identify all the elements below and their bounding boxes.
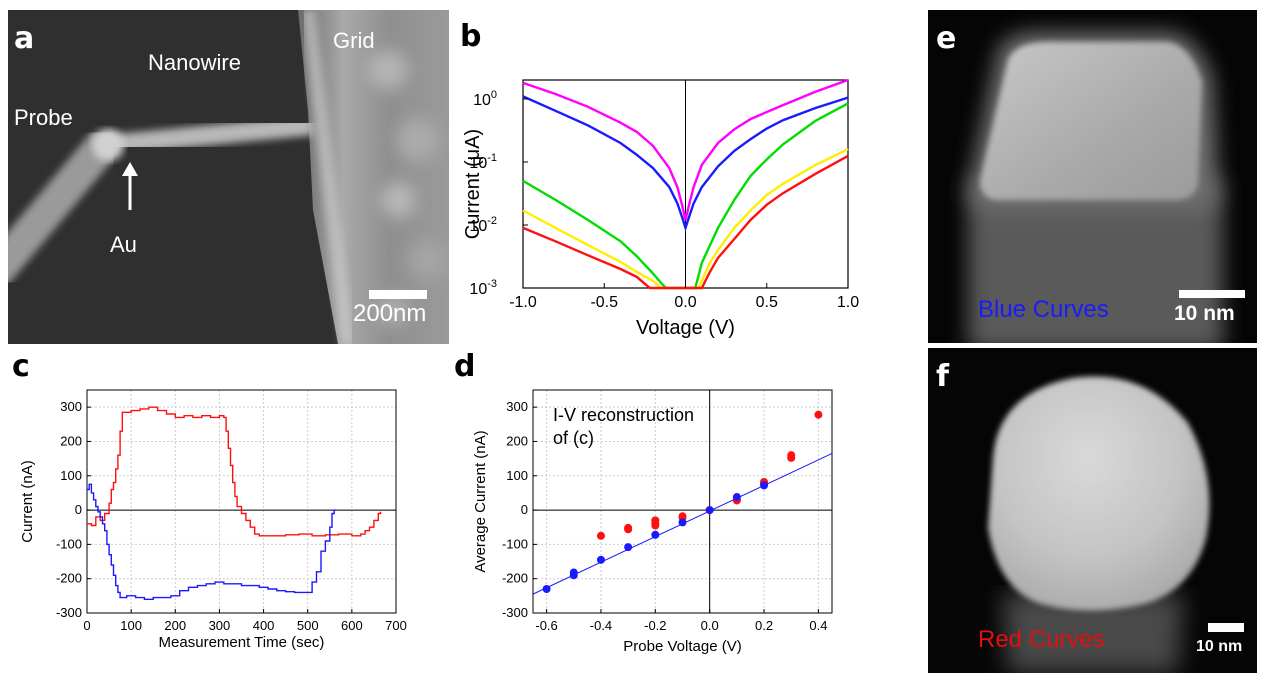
sem-image-graphic <box>8 10 449 344</box>
chart-b-series-1 <box>522 95 849 232</box>
chart-c-xlabel: Measurement Time (sec) <box>159 634 325 651</box>
chart-d-point-series-1 <box>569 571 578 580</box>
chart-c-ylabel: Current (nA) <box>19 460 36 543</box>
chart-d-frame <box>532 389 833 614</box>
blue-curves-caption: Blue Curves <box>978 296 1109 323</box>
chart-d-xtick-label: 0.4 <box>809 618 827 633</box>
chart-c-xtick-label: 400 <box>253 618 275 633</box>
chart-d: -0.6 -0.4 -0.2 0.0 0.2 0.4 -300 -200 -100 0 100 200… <box>472 389 833 655</box>
chart-b-xtick-label: -0.5 <box>590 294 618 311</box>
chart-d-xtick-label: 0.2 <box>755 618 773 633</box>
panel-a-sem-image: a Probe Nanowire Grid Au 200nm <box>8 10 449 344</box>
chart-c-ytick-label: 200 <box>60 433 82 448</box>
chart-b-xtick-label: 1.0 <box>837 294 859 311</box>
chart-d-point-series-1 <box>624 543 633 552</box>
panel-f-letter: f <box>936 359 950 394</box>
chart-b-xtick-label: 0.5 <box>756 294 778 311</box>
panel-a-letter: a <box>14 21 35 56</box>
chart-c-series-0 <box>87 406 382 537</box>
chart-d-point-series-1 <box>760 481 769 490</box>
chart-d-point-series-1 <box>705 506 714 515</box>
chart-d-ytick-label: 0 <box>521 502 528 517</box>
chart-d-ytick-label: -100 <box>502 536 528 551</box>
chart-b-xlabel: Voltage (V) <box>636 317 735 339</box>
chart-c-ytick-label: 300 <box>60 399 82 414</box>
panel-e-letter: e <box>936 21 957 56</box>
chart-d-xlabel: Probe Voltage (V) <box>623 638 741 655</box>
chart-d-point-series-0 <box>651 521 660 530</box>
chart-b-ytick-exponent: 0 <box>491 89 497 101</box>
chart-c-xtick-label: 100 <box>120 618 142 633</box>
panel-f-stem-image: f Red Curves 10 nm <box>928 348 1257 673</box>
chart-d-point-series-0 <box>596 531 605 540</box>
scale-bar-label: 200nm <box>353 300 427 327</box>
chart-c-xtick-label: 600 <box>341 618 363 633</box>
panel-e-stem-image: e Blue Curves 10 nm <box>928 10 1257 343</box>
chart-c-xtick-label: 300 <box>209 618 231 633</box>
chart-b-ylabel: Current (μA) <box>462 129 484 239</box>
chart-c-ytick-label: -100 <box>56 536 82 551</box>
chart-d-point-series-1 <box>678 518 687 527</box>
chart-d-xtick-label: 0.0 <box>701 618 719 633</box>
panel-c-letter: c <box>12 349 30 384</box>
panel-b-letter: b <box>460 19 482 54</box>
chart-d-ytick-label: -200 <box>502 571 528 586</box>
panel-e-scale-bar-label: 10 nm <box>1174 302 1235 325</box>
chart-d-ytick-label: 300 <box>506 399 528 414</box>
chart-c-xtick-label: 200 <box>164 618 186 633</box>
chart-d-xtick-label: -0.2 <box>644 618 666 633</box>
chart-c: 0 100 200 300 400 500 600 700 -300 -200 -100 0 100 20… <box>19 389 407 651</box>
chart-d-xtick-label: -0.6 <box>535 618 557 633</box>
chart-d-ytick-label: 200 <box>506 433 528 448</box>
chart-c-series-1 <box>87 483 337 600</box>
stem-image-e-graphic <box>968 31 1245 343</box>
chart-d-ylabel: Average Current (nA) <box>472 430 489 572</box>
chart-d-annotation: I-V reconstruction of (c) <box>553 405 695 448</box>
chart-d-xtick-label: -0.4 <box>590 618 612 633</box>
chart-b-series-4 <box>522 154 849 290</box>
chart-c-frame <box>86 389 397 614</box>
probe-label: Probe <box>14 105 73 130</box>
chart-d-ytick-label: -300 <box>502 605 528 620</box>
chart-c-ytick-label: -200 <box>56 571 82 586</box>
chart-d-point-series-1 <box>542 584 551 593</box>
chart-b-ytick-exponent: -3 <box>487 278 497 290</box>
chart-b-ytick-label: 100 <box>473 89 497 109</box>
nanowire-label: Nanowire <box>148 50 241 75</box>
chart-c-ytick-label: 100 <box>60 468 82 483</box>
au-label: Au <box>110 232 137 257</box>
chart-d-point-series-1 <box>651 530 660 539</box>
panel-d-letter: d <box>454 349 476 384</box>
chart-b-ytick-label: 10-3 <box>469 278 497 298</box>
chart-c-xtick-label: 500 <box>297 618 319 633</box>
red-curves-caption: Red Curves <box>978 626 1105 653</box>
chart-b-xtick-label: -1.0 <box>509 294 537 311</box>
chart-c-xtick-label: 0 <box>83 618 90 633</box>
chart-d-point-series-0 <box>787 451 796 460</box>
chart-d-ytick-label: 100 <box>506 468 528 483</box>
chart-b-xtick-label: 0.0 <box>674 294 696 311</box>
chart-c-ytick-label: 0 <box>75 502 82 517</box>
chart-d-point-series-0 <box>814 410 823 419</box>
chart-b: -1.0 -0.5 0.0 0.5 1.010-310-210-1100Voltage … <box>462 78 859 339</box>
chart-c-xtick-label: 700 <box>385 618 407 633</box>
chart-d-point-series-0 <box>624 525 633 534</box>
chart-b-series-0 <box>522 78 849 221</box>
chart-d-point-series-1 <box>596 555 605 564</box>
stem-image-f-graphic <box>988 376 1244 673</box>
panel-f-scale-bar-label: 10 nm <box>1196 638 1243 655</box>
chart-c-ytick-label: -300 <box>56 605 82 620</box>
chart-d-point-series-1 <box>732 493 741 502</box>
chart-b-series-3 <box>522 148 849 290</box>
chart-b-ytick-exponent: -2 <box>487 215 497 227</box>
grid-label: Grid <box>333 28 375 53</box>
chart-b-ytick-exponent: -1 <box>487 152 497 164</box>
